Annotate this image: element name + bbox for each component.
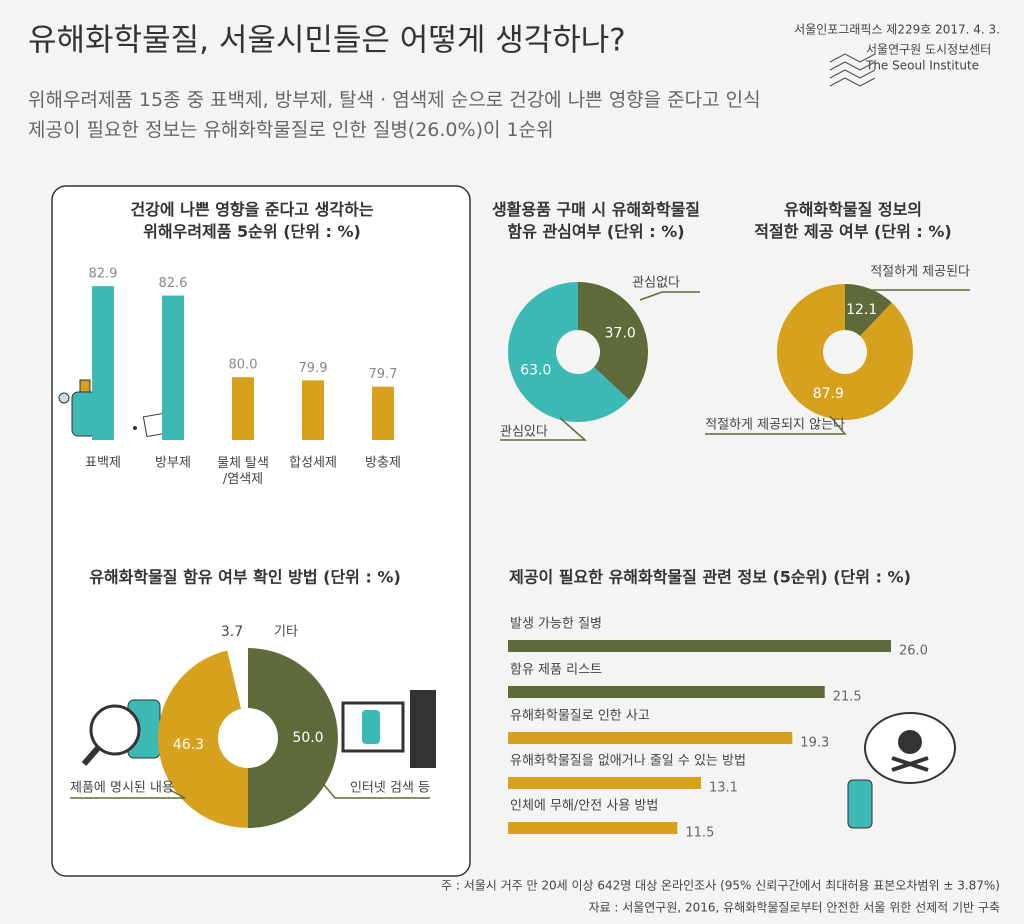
value-label: 13.1: [709, 781, 738, 796]
bar: [302, 380, 324, 440]
bar: [372, 386, 394, 440]
category-label: 합성세제: [289, 456, 337, 471]
bar: [508, 640, 891, 652]
leader-line: [70, 789, 186, 799]
value-label: 82.6: [159, 276, 188, 291]
category-label: 제품에 명시된 내용: [70, 781, 174, 796]
leader-line: [319, 779, 430, 799]
leader-line: [639, 291, 700, 301]
category-label: 함유 제품 리스트: [510, 663, 602, 678]
value-label: 21.5: [833, 690, 862, 705]
donut-slice: [777, 284, 913, 420]
value-label: 11.5: [685, 826, 714, 841]
category-label: 표백제: [85, 456, 121, 471]
category-label: 방부제: [155, 456, 191, 471]
issue: 서울인포그래픽스 제229호 2017. 4. 3.: [794, 23, 1000, 37]
donut-slice: [845, 284, 892, 337]
chart-title: 유해화학물질 함유 여부 확인 방법 (단위 : %): [89, 568, 401, 587]
value-label: 82.9: [89, 267, 118, 282]
category-label: 물체 탈색/염색제: [217, 456, 269, 487]
leader-line: [500, 417, 587, 441]
value-label: 46.3: [173, 737, 204, 753]
value-label: 12.1: [846, 302, 877, 318]
value-label: 3.7: [221, 624, 243, 640]
skull-icon: [847, 712, 956, 829]
computer-icon: [341, 690, 436, 768]
category-label: 발생 가능한 질병: [510, 617, 602, 632]
bar: [508, 686, 825, 698]
donut-slice: [158, 650, 248, 828]
chart-title: 건강에 나쁜 영향을 준다고 생각하는 위해우려제품 5순위 (단위 : %): [130, 200, 373, 241]
value-label: 63.0: [520, 362, 551, 378]
value-label: 50.0: [292, 730, 323, 746]
donut-slice: [227, 648, 248, 709]
category-label: 관심없다: [632, 276, 680, 291]
bar: [92, 286, 114, 440]
value-label: 19.3: [800, 736, 829, 751]
category-label: 적절하게 제공된다: [870, 265, 970, 280]
bar: [162, 295, 184, 440]
category-label: 인터넷 검색 등: [350, 781, 430, 796]
note: 주 : 서울시 거주 만 20세 이상 642명 대상 온라인조사 (95% 신…: [441, 879, 1000, 893]
page-title: 유해화학물질, 서울시민들은 어떻게 생각하나?: [28, 23, 626, 59]
chart-title: 생활용품 구매 시 유해화학물질 함유 관심여부 (단위 : %): [492, 200, 700, 241]
category-label: 유해화학물질을 없애거나 줄일 수 있는 방법: [510, 754, 746, 769]
logo: [829, 53, 876, 87]
bar: [232, 377, 254, 440]
value-label: 79.9: [299, 361, 328, 376]
donut-slice: [578, 282, 648, 400]
subtitle: 위해우려제품 15종 중 표백제, 방부제, 탈색 · 염색제 순으로 건강에 …: [28, 89, 761, 141]
publisher-en: The Seoul Institute: [865, 59, 979, 73]
magnifier-icon: [81, 699, 161, 766]
category-label: 인체에 무해/안전 사용 방법: [510, 799, 658, 814]
value-label: 87.9: [813, 386, 844, 402]
chart-title: 유해화학물질 정보의 적절한 제공 여부 (단위 : %): [754, 200, 951, 241]
bar: [508, 777, 701, 789]
category-label: 방충제: [365, 456, 401, 471]
value-label: 37.0: [605, 326, 636, 342]
publisher: 서울연구원 도시정보센터: [866, 43, 991, 57]
donut-slice: [248, 648, 338, 828]
value-label: 80.0: [229, 358, 258, 373]
bottle-icon: [58, 379, 99, 437]
bar: [508, 822, 678, 834]
category-label: 관심있다: [500, 425, 548, 440]
category-label: 기타: [274, 625, 298, 640]
donut-slice: [508, 282, 630, 422]
source: 자료 : 서울연구원, 2016, 유해화학물질로부터 안전한 서울 위한 선제…: [588, 901, 1000, 915]
value-label: 79.7: [369, 367, 398, 382]
leader-line: [705, 415, 847, 435]
value-label: 26.0: [899, 644, 928, 659]
chart-title: 제공이 필요한 유해화학물질 관련 정보 (5순위) (단위 : %): [509, 568, 911, 587]
category-label: 적절하게 제공되지 않는다: [705, 418, 845, 433]
bar: [508, 732, 793, 744]
category-label: 유해화학물질로 인한 사고: [510, 709, 650, 724]
